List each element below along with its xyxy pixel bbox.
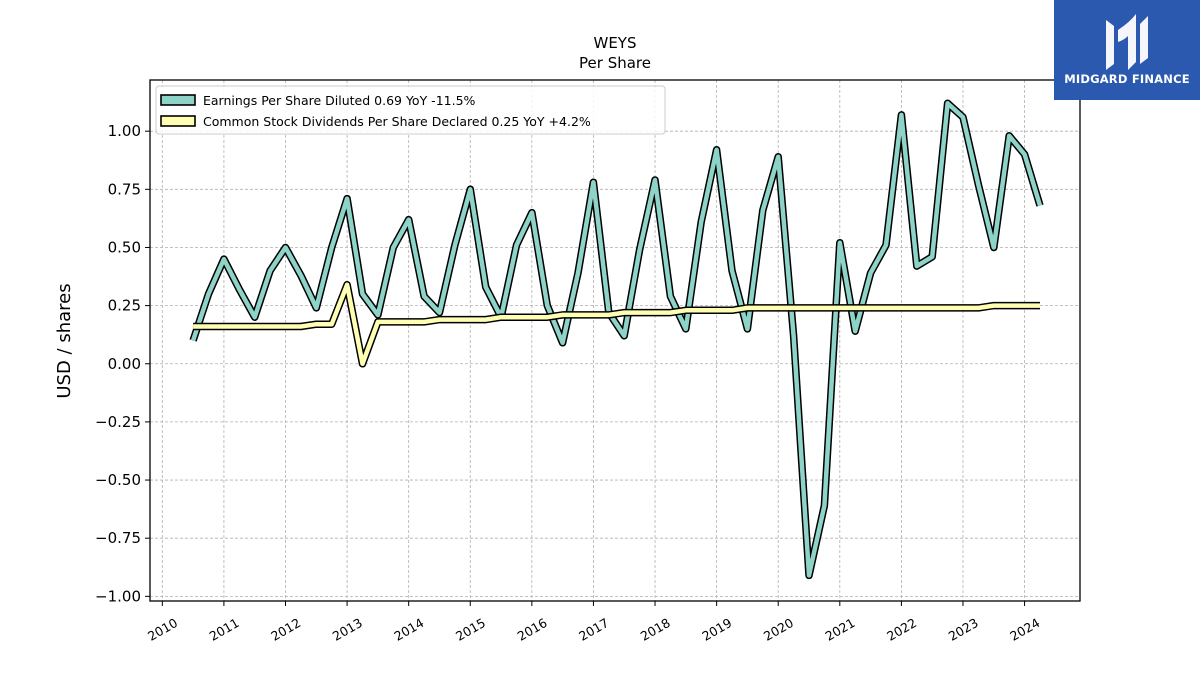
- x-tick-label: 2019: [699, 615, 734, 644]
- x-tick-label: 2020: [761, 615, 796, 644]
- series-layer: [189, 99, 1044, 580]
- y-axis-label: USD / shares: [54, 283, 75, 398]
- y-tick-label: 0.50: [108, 238, 141, 256]
- legend-label-0: Earnings Per Share Diluted 0.69 YoY -11.…: [203, 93, 476, 108]
- series-0-line: [190, 101, 1043, 578]
- legend: Earnings Per Share Diluted 0.69 YoY -11.…: [155, 85, 666, 135]
- legend-swatch-1: [160, 115, 196, 127]
- x-tick-label: 2014: [391, 615, 426, 644]
- x-tick-label: 2021: [823, 615, 858, 644]
- x-tick-label: 2016: [515, 615, 550, 644]
- logo-mark-icon: [1106, 14, 1148, 70]
- series-0-outline: [189, 99, 1044, 580]
- chart-subtitle: Per Share: [579, 54, 651, 72]
- legend-swatch-0: [160, 94, 196, 106]
- x-tick-label: 2011: [207, 615, 242, 644]
- legend-box: [155, 85, 666, 135]
- x-axis: 2010 2011 2012 2013 2014 2015 2016 2017 2018 2019…: [145, 601, 1042, 644]
- x-tick-label: 2012: [268, 615, 303, 644]
- logo-brand-text: MIDGARD FINANCE: [1064, 72, 1190, 86]
- x-tick-label: 2015: [453, 615, 488, 644]
- y-tick-label: −1.00: [95, 587, 141, 605]
- x-tick-label: 2010: [145, 615, 180, 644]
- x-tick-label: 2018: [638, 615, 673, 644]
- legend-label-1: Common Stock Dividends Per Share Declare…: [203, 114, 591, 129]
- y-tick-label: −0.75: [95, 529, 141, 547]
- y-tick-label: 0.25: [108, 297, 141, 315]
- y-axis: 1.00 0.75 0.50 0.25 0.00 −0.25 −0.50 −0.75 −1.00: [95, 122, 150, 605]
- x-tick-label: 2022: [884, 615, 919, 644]
- y-tick-label: 0.00: [108, 355, 141, 373]
- y-tick-label: 0.75: [108, 180, 141, 198]
- y-tick-label: −0.50: [95, 471, 141, 489]
- x-tick-label: 2013: [330, 615, 365, 644]
- plot-frame: [149, 79, 1081, 602]
- x-tick-label: 2017: [576, 615, 611, 644]
- series-1-line: [193, 282, 1040, 367]
- chart-title: WEYS: [594, 34, 637, 52]
- y-tick-label: 1.00: [108, 122, 141, 140]
- midgard-finance-logo: MIDGARD FINANCE: [1054, 0, 1200, 100]
- y-tick-label: −0.25: [95, 413, 141, 431]
- x-tick-label: 2024: [1007, 615, 1042, 644]
- x-tick-label: 2023: [946, 615, 981, 644]
- grid: [150, 80, 1080, 601]
